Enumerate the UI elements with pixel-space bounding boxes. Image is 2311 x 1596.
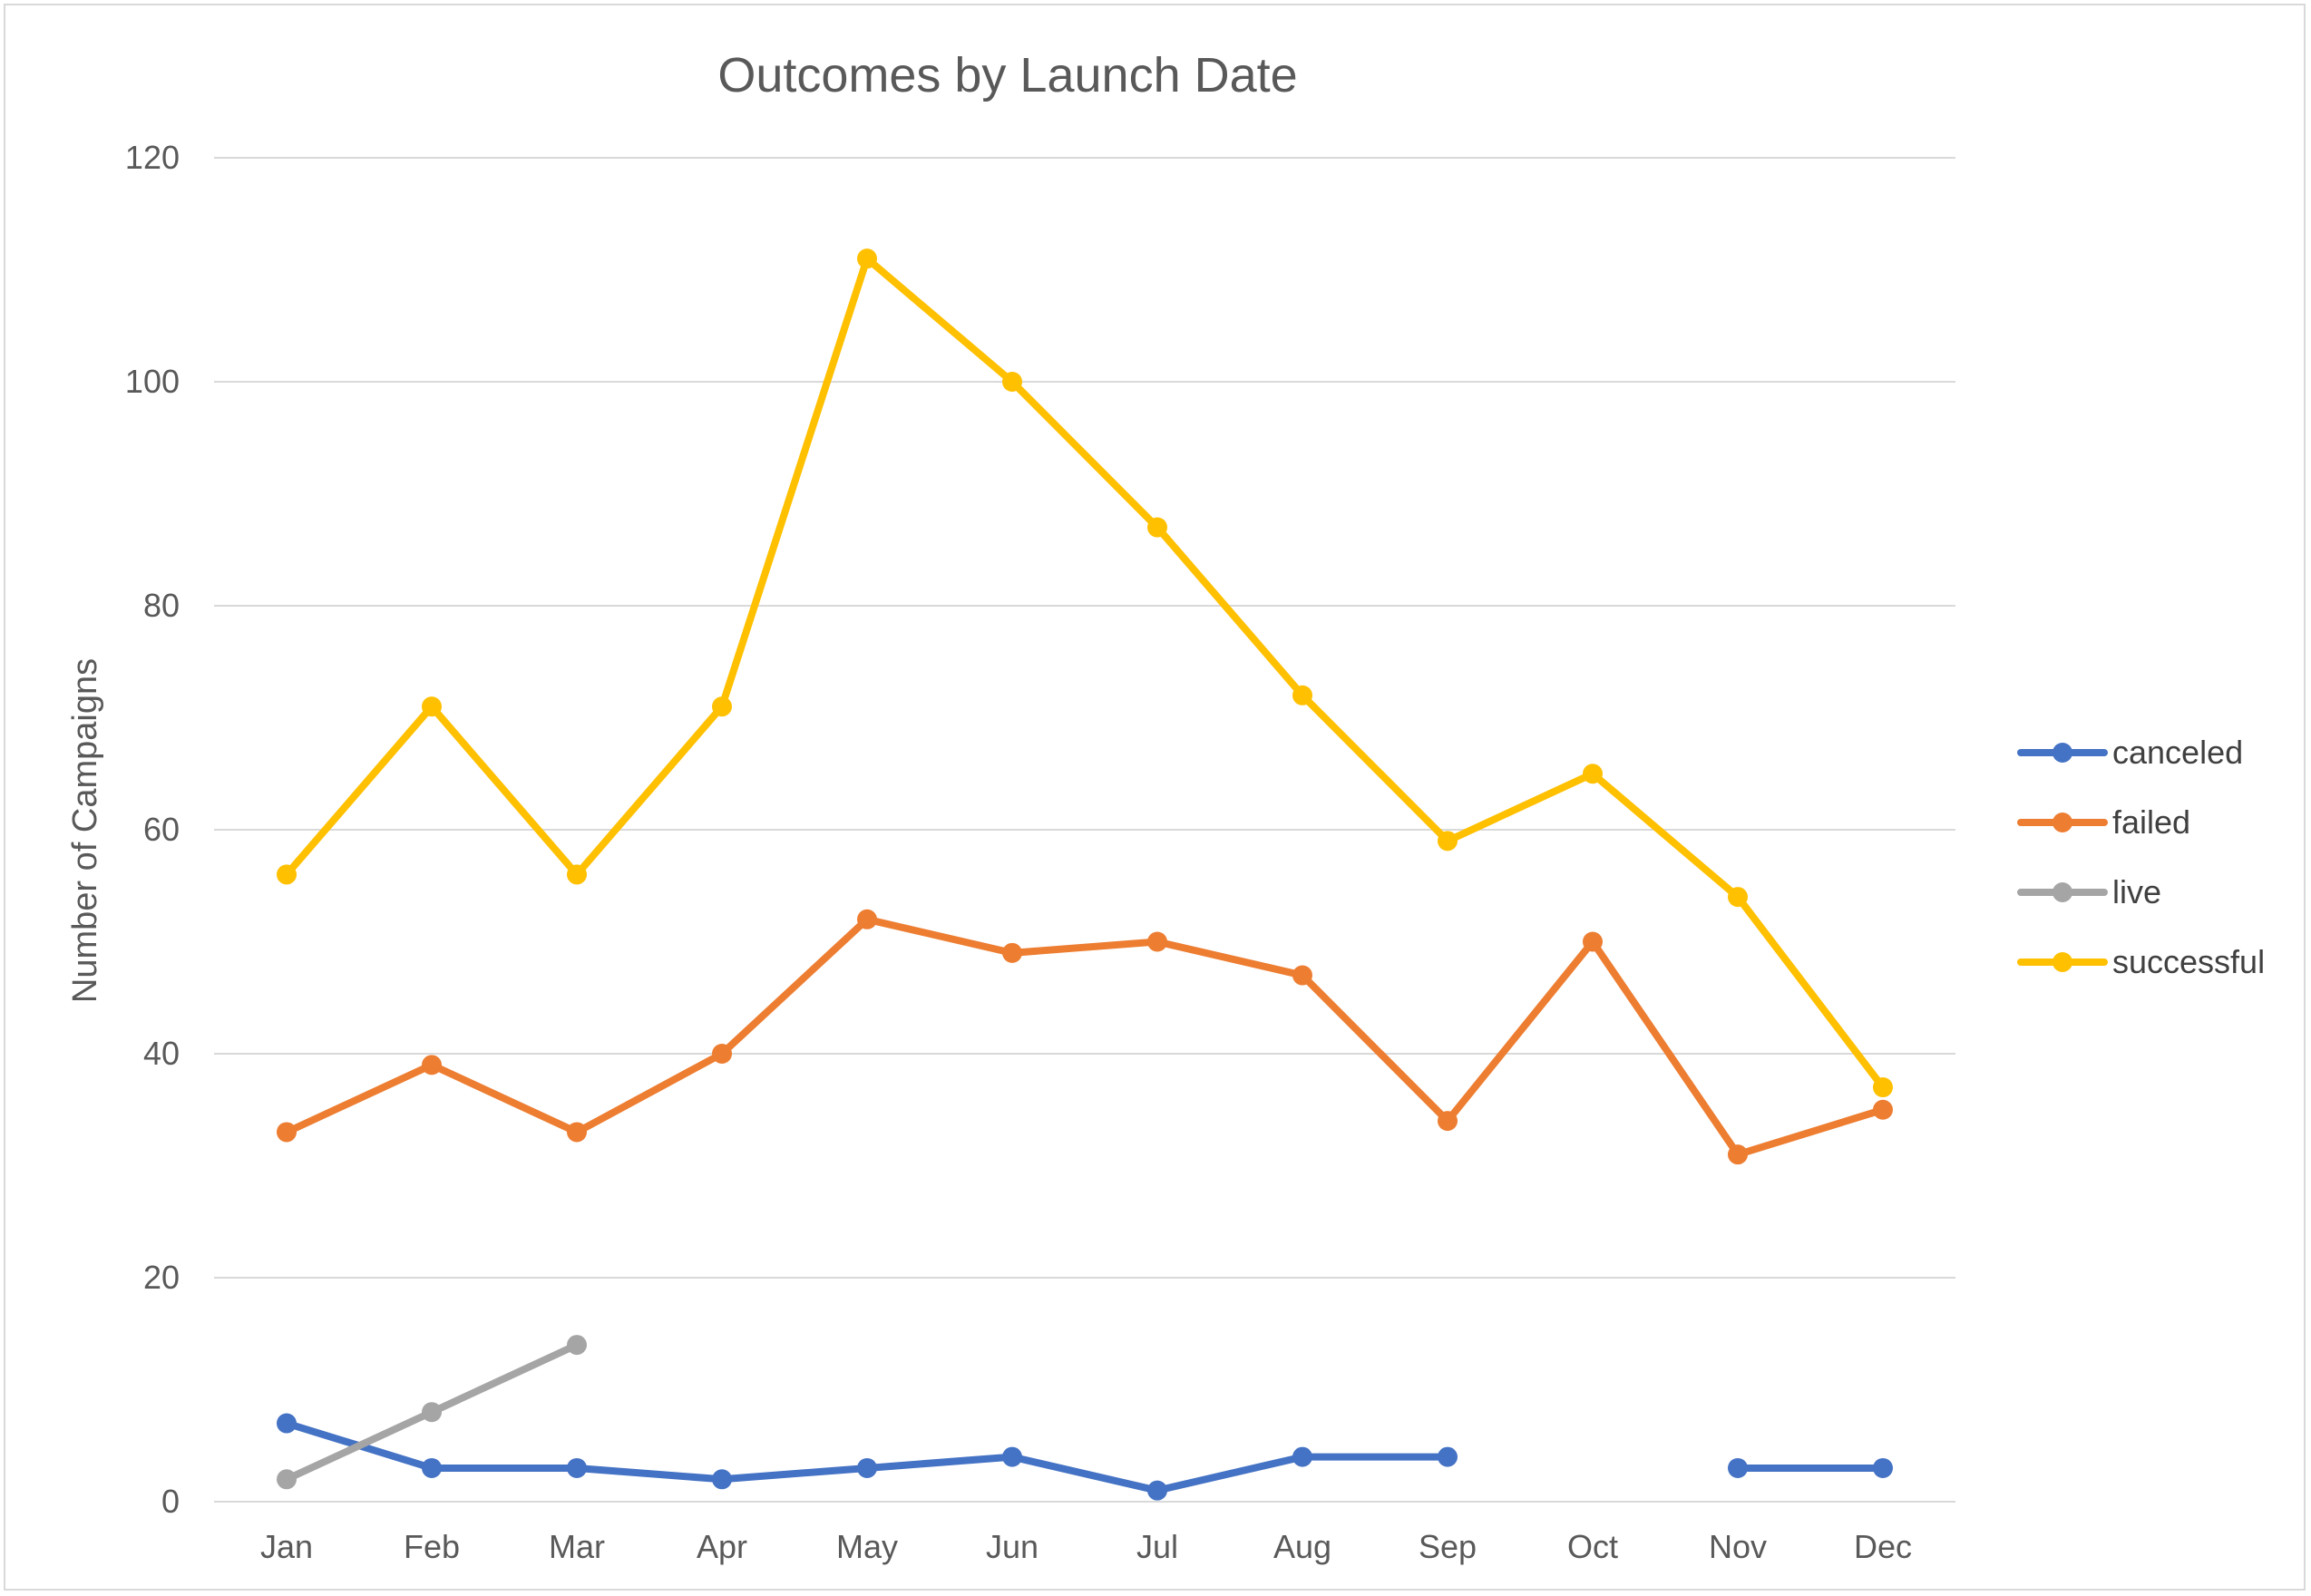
data-point-failed[interactable] — [1438, 1111, 1458, 1132]
data-point-canceled[interactable] — [1292, 1446, 1312, 1467]
x-tick-label: Aug — [1273, 1528, 1331, 1565]
data-point-canceled[interactable] — [1728, 1457, 1748, 1478]
x-tick-label: Apr — [697, 1528, 747, 1565]
data-point-successful[interactable] — [857, 248, 877, 269]
data-point-successful[interactable] — [1583, 764, 1603, 784]
legend-marker — [2053, 882, 2072, 902]
series-line-failed — [283, 915, 1887, 1159]
x-axis-ticks: Jan Feb Mar Apr May Jun Jul Aug Sep Oct Nov Dec — [260, 1528, 1912, 1565]
data-point-failed[interactable] — [857, 909, 877, 929]
legend[interactable]: canceled failed live successful — [2017, 734, 2265, 980]
legend-marker — [2053, 813, 2072, 832]
y-tick-label: 100 — [125, 363, 180, 400]
data-point-successful[interactable] — [1438, 831, 1458, 852]
data-point-successful[interactable] — [1873, 1077, 1893, 1098]
data-point-canceled[interactable] — [422, 1457, 442, 1478]
x-tick-label: May — [836, 1528, 898, 1565]
y-axis-label: Number of Campaigns — [66, 658, 104, 1003]
legend-item-canceled[interactable]: canceled — [2017, 734, 2243, 771]
data-point-failed[interactable] — [1292, 965, 1312, 986]
line-chart: Outcomes by Launch Date Number of Campai… — [66, 48, 2265, 1565]
data-point-canceled[interactable] — [1147, 1480, 1167, 1501]
legend-marker — [2053, 743, 2072, 763]
series-live — [277, 1335, 587, 1490]
series-layer — [277, 248, 1893, 1501]
data-point-successful[interactable] — [1147, 517, 1167, 538]
legend-item-failed[interactable]: failed — [2017, 803, 2190, 841]
y-tick-label: 20 — [143, 1259, 180, 1296]
data-point-successful[interactable] — [1002, 372, 1022, 392]
x-tick-label: Jul — [1136, 1528, 1178, 1565]
data-point-canceled[interactable] — [712, 1469, 732, 1490]
data-point-successful[interactable] — [422, 696, 442, 717]
data-point-failed[interactable] — [1147, 931, 1167, 952]
data-point-canceled[interactable] — [277, 1413, 297, 1434]
legend-label: successful — [2112, 943, 2265, 980]
data-point-failed[interactable] — [567, 1122, 587, 1143]
data-point-failed[interactable] — [1002, 942, 1022, 963]
data-point-canceled[interactable] — [1438, 1446, 1458, 1467]
series-failed — [277, 909, 1893, 1165]
legend-label: failed — [2112, 803, 2190, 841]
x-tick-label: Nov — [1709, 1528, 1767, 1565]
data-point-successful[interactable] — [277, 864, 297, 885]
data-point-canceled[interactable] — [857, 1457, 877, 1478]
y-tick-label: 40 — [143, 1035, 180, 1072]
series-line-canceled — [283, 1419, 1451, 1494]
legend-label: live — [2112, 873, 2161, 910]
legend-marker — [2053, 952, 2072, 972]
legend-item-live[interactable]: live — [2017, 873, 2161, 910]
data-point-live[interactable] — [277, 1469, 297, 1490]
y-tick-label: 0 — [161, 1483, 180, 1520]
data-point-canceled[interactable] — [1002, 1446, 1022, 1467]
data-point-failed[interactable] — [1873, 1099, 1893, 1120]
x-tick-label: Jun — [986, 1528, 1038, 1565]
data-point-failed[interactable] — [1728, 1144, 1748, 1165]
data-point-successful[interactable] — [712, 696, 732, 717]
data-point-live[interactable] — [567, 1335, 587, 1356]
chart-title: Outcomes by Launch Date — [717, 48, 1297, 102]
x-tick-label: Oct — [1567, 1528, 1618, 1565]
data-point-successful[interactable] — [1728, 887, 1748, 908]
series-line-successful — [283, 255, 1887, 1092]
y-tick-label: 80 — [143, 587, 180, 624]
y-tick-label: 60 — [143, 811, 180, 848]
legend-label: canceled — [2112, 734, 2243, 771]
data-point-canceled[interactable] — [1873, 1457, 1893, 1478]
y-tick-label: 120 — [125, 139, 180, 176]
x-tick-label: Sep — [1419, 1528, 1477, 1565]
data-point-failed[interactable] — [1583, 931, 1603, 952]
data-point-failed[interactable] — [277, 1122, 297, 1143]
data-point-failed[interactable] — [712, 1044, 732, 1064]
series-canceled — [277, 1413, 1893, 1501]
series-successful — [277, 248, 1893, 1098]
x-tick-label: Mar — [549, 1528, 605, 1565]
legend-item-successful[interactable]: successful — [2017, 943, 2265, 980]
x-tick-label: Feb — [404, 1528, 460, 1565]
data-point-successful[interactable] — [1292, 685, 1312, 706]
data-point-successful[interactable] — [567, 864, 587, 885]
x-tick-label: Dec — [1854, 1528, 1912, 1565]
gridlines — [214, 157, 1955, 1503]
y-axis-ticks: 0 20 40 60 80 100 120 — [125, 139, 180, 1520]
x-tick-label: Jan — [260, 1528, 313, 1565]
chart-frame: Outcomes by Launch Date Number of Campai… — [4, 4, 2306, 1591]
data-point-live[interactable] — [422, 1402, 442, 1423]
data-point-canceled[interactable] — [567, 1457, 587, 1478]
data-point-failed[interactable] — [422, 1055, 442, 1075]
